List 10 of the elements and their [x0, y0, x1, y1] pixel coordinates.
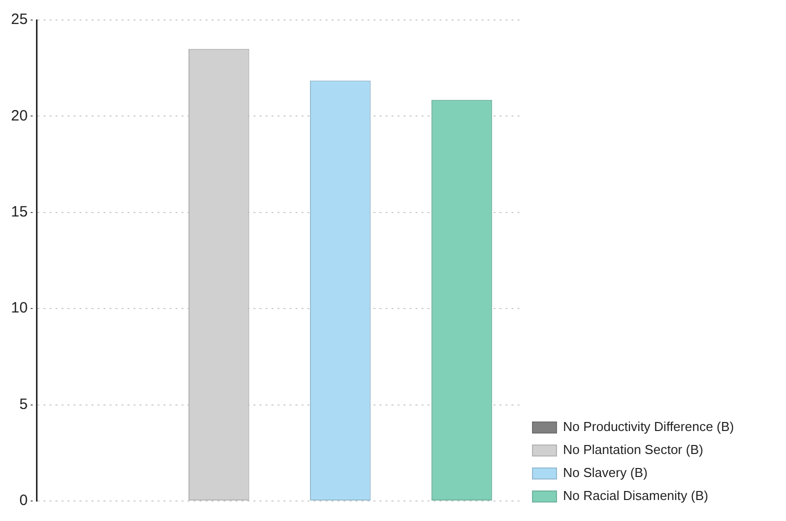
legend-label: No Racial Disamenity (B)	[563, 488, 708, 504]
y-tick-label: 20	[10, 107, 28, 124]
legend-label: No Slavery (B)	[563, 465, 648, 480]
y-tick-label: 0	[19, 492, 28, 510]
y-tick-label: 10	[10, 300, 28, 317]
y-tick-label: 15	[10, 204, 28, 221]
y-tick-label: 25	[10, 11, 28, 28]
y-tick-label: 5	[19, 396, 28, 413]
legend-label: No Productivity Difference (B)	[563, 419, 734, 434]
legend-label: No Plantation Sector (B)	[563, 442, 704, 458]
